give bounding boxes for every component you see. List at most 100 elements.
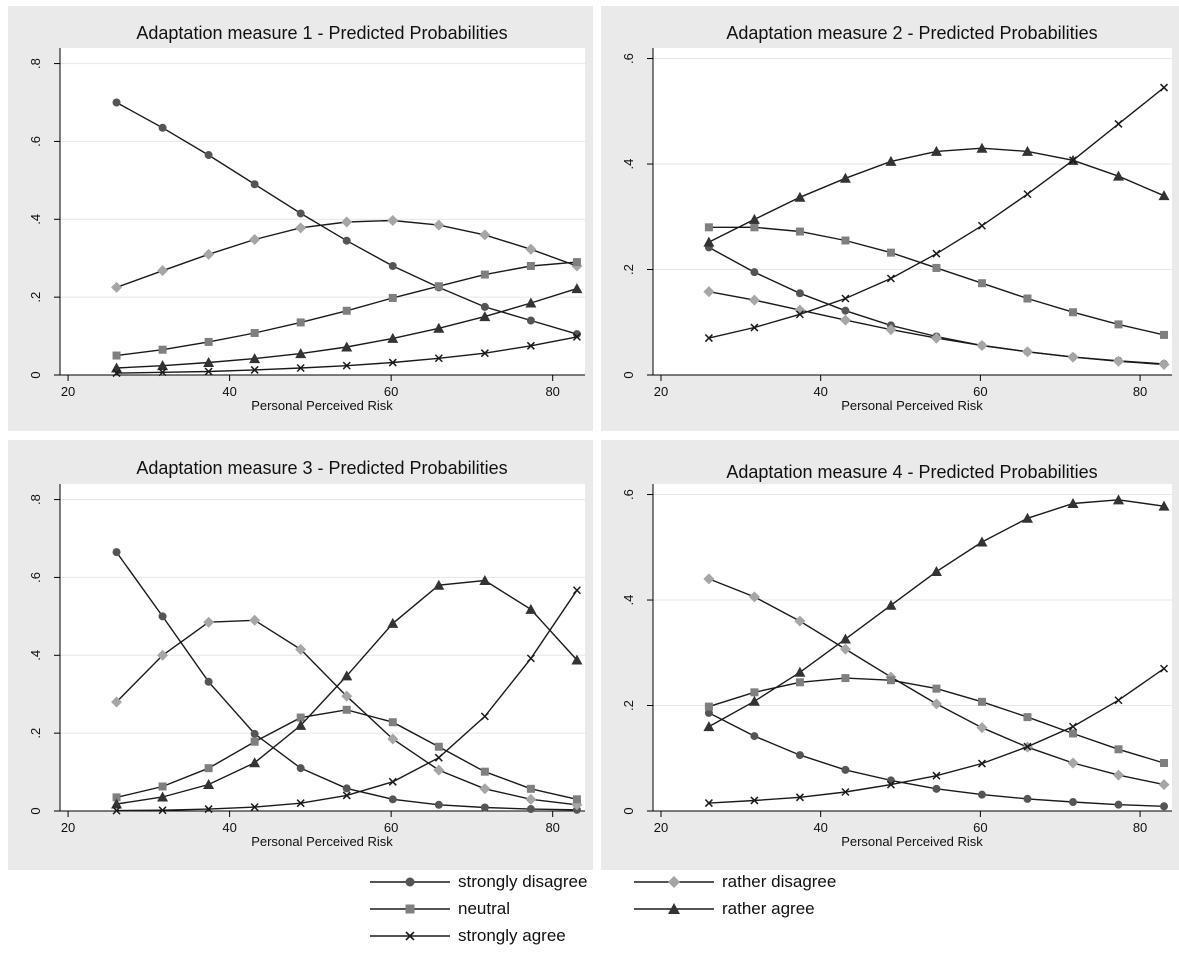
data-point (795, 289, 804, 298)
y-tick-label: .8 (28, 58, 43, 69)
chart-title: Adaptation measure 3 - Predicted Probabi… (136, 458, 507, 478)
y-tick-label: .4 (621, 159, 636, 170)
data-point (526, 805, 535, 814)
data-point (572, 330, 581, 339)
panel-2: Adaptation measure 2 - Predicted Probabi… (601, 6, 1179, 431)
data-point (1067, 757, 1079, 769)
x-tick-label: 80 (545, 384, 559, 399)
x-tick-label: 20 (654, 820, 668, 835)
data-point (341, 341, 353, 352)
data-point (342, 306, 351, 315)
series-layer: 0 .2 .4 .6 .8 20 40 60 80 (28, 48, 585, 399)
data-point (250, 729, 259, 738)
data-point (748, 213, 760, 224)
plot-area (60, 484, 585, 811)
data-point (976, 142, 988, 153)
y-tick-label: .6 (621, 53, 636, 64)
y-tick-label: .8 (28, 494, 43, 505)
y-tick-label: .2 (28, 292, 43, 303)
data-point (1023, 794, 1032, 803)
data-point (296, 764, 305, 773)
data-point (1023, 713, 1032, 722)
data-point (433, 764, 445, 776)
data-point (976, 536, 988, 547)
data-point (480, 767, 489, 776)
data-point (885, 599, 897, 610)
data-point (434, 354, 443, 363)
data-point (1021, 346, 1033, 358)
data-point (1158, 779, 1170, 791)
data-point (1159, 664, 1169, 673)
data-point (571, 283, 583, 294)
data-point (703, 236, 715, 247)
data-point (434, 753, 443, 762)
data-point (932, 771, 941, 780)
data-point (1068, 798, 1077, 807)
chart-title: Adaptation measure 1 - Predicted Probabi… (136, 23, 507, 43)
data-point (794, 191, 806, 202)
x-tick-label: 40 (813, 820, 827, 835)
data-point (250, 180, 259, 189)
y-tick-label: .6 (28, 136, 43, 147)
data-point (1113, 494, 1125, 505)
data-point (1158, 190, 1170, 201)
x-tick-label: 60 (384, 384, 398, 399)
data-point (112, 548, 121, 557)
plot-area (653, 484, 1172, 811)
data-point (158, 123, 167, 132)
data-point (795, 678, 804, 687)
data-point (203, 616, 215, 628)
plot-area (653, 48, 1172, 375)
y-tick-label: .4 (28, 650, 43, 661)
data-point (748, 294, 760, 306)
data-point (1114, 119, 1123, 128)
legend-circle-marker-icon (370, 877, 450, 887)
data-point (1068, 722, 1078, 731)
chart-title: Adaptation measure 2 - Predicted Probabi… (726, 23, 1097, 43)
panel-1: Adaptation measure 1 - Predicted Probabi… (8, 6, 593, 431)
data-point (794, 666, 806, 677)
data-point (704, 708, 713, 717)
data-point (479, 575, 491, 586)
data-point (841, 765, 850, 774)
data-point (841, 674, 850, 683)
data-point (1068, 308, 1077, 317)
data-point (1114, 696, 1123, 705)
y-tick-label: 0 (621, 371, 636, 378)
data-point (158, 782, 167, 791)
data-point (388, 293, 397, 302)
data-point (841, 294, 850, 303)
legend-label: strongly agree (458, 926, 566, 945)
data-point (387, 332, 399, 343)
data-point (341, 670, 353, 681)
data-point (704, 334, 713, 343)
data-point (932, 784, 941, 793)
data-point (480, 302, 489, 311)
data-point (434, 742, 443, 751)
y-tick-label: 0 (28, 807, 43, 814)
y-tick-label: 0 (28, 371, 43, 378)
data-point (157, 265, 169, 277)
data-point (703, 721, 715, 732)
data-point (1023, 742, 1032, 751)
data-point (203, 779, 215, 790)
data-point (480, 270, 489, 279)
data-point (433, 322, 445, 333)
data-point (112, 369, 121, 378)
data-point (249, 614, 261, 626)
y-tick-label: 0 (621, 807, 636, 814)
data-point (1113, 355, 1125, 367)
data-point (387, 733, 399, 745)
data-point (111, 281, 123, 293)
y-tick-label: .4 (621, 595, 636, 606)
x-axis-label: Personal Perceived Risk (841, 834, 983, 849)
data-point (526, 316, 535, 325)
data-point (204, 151, 213, 160)
data-point (886, 780, 895, 789)
data-point (525, 297, 537, 308)
data-point (250, 328, 259, 337)
data-point (704, 702, 713, 711)
data-point (795, 227, 804, 236)
legend-triangle-marker-icon (634, 903, 714, 914)
y-tick-label: .2 (621, 264, 636, 275)
